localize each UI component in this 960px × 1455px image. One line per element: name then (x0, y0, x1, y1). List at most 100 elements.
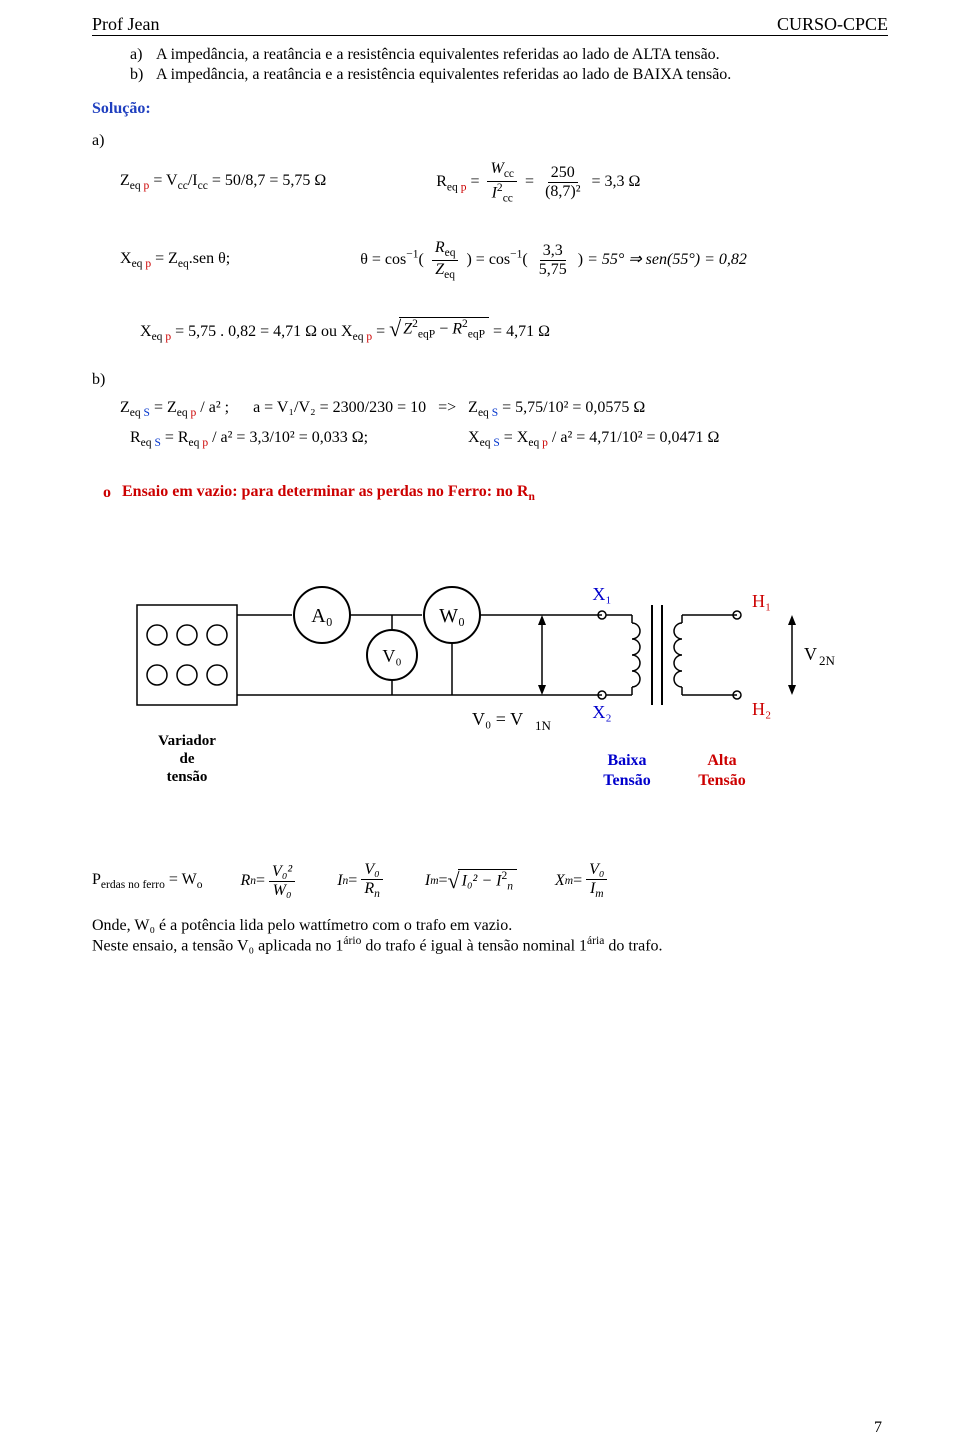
Im-sqrt: √ I₀² − I2n (448, 868, 517, 894)
b2-xsubP: eq (528, 437, 539, 449)
onde-l2b: do trafo é igual à tensão nominal 1 (361, 937, 587, 954)
b1-div: / a² ; (196, 399, 229, 416)
Xm-den-sub: m (595, 888, 603, 900)
zeq-mid: = 50/8,7 = 5,75 Ω (208, 172, 326, 189)
Im-eq: = (439, 872, 448, 890)
b1-adef: a = V₁/V₂ = 2300/230 = 10 => Z (233, 399, 478, 416)
xeq2-X: X (140, 323, 152, 340)
b2-div: / a² = 3,3/10² = 0,033 Ω; (208, 429, 368, 446)
Xm-sub: m (565, 875, 573, 887)
Xm-eq: = (573, 872, 582, 890)
zeq-vcc: cc (178, 181, 188, 193)
svg-text:Alta: Alta (707, 752, 736, 769)
onde-sup1: ário (343, 935, 361, 947)
xeq1-neg1: −1 (406, 249, 418, 261)
svg-text:W₀: W₀ (439, 605, 465, 627)
xeq1-tail: = 55° ⇒ sen(55°) = 0,82 (583, 251, 747, 268)
req-frac2: 250 (8,7)² (542, 164, 583, 200)
b2-eq: = R (161, 429, 189, 446)
Xm-frac: V₀ Im (586, 861, 607, 900)
onde-line2: Neste ensaio, a tensão V₀ aplicada no 1á… (92, 935, 888, 955)
eq-In: In = V₀ Rn (337, 861, 387, 900)
xeq1-fR-sub: eq (445, 247, 456, 259)
xeq1-rhs: θ = cos−1( Req Zeq ) = cos−1( 3,3 5,75 )… (360, 239, 747, 282)
solution-label: Solução: (92, 100, 888, 118)
Im-sqrt-body: I₀² − I2n (458, 869, 517, 893)
eq-Rn: Rn = V₀² W₀ (240, 863, 299, 899)
frac1-W: W (490, 160, 503, 177)
b2-tail: / a² = 4,71/10² = 0,0471 Ω (548, 429, 720, 446)
eq-xeq2: Xeq p = 5,75 . 0,82 = 4,71 Ω ou Xeq p = … (140, 316, 888, 343)
In-eq: = (348, 872, 357, 890)
perdas-sub2: o (197, 879, 203, 891)
b2-right: Xeq S = Xeq p / a² = 4,71/10² = 0,0471 Ω (468, 429, 719, 449)
eq-b-line1: Zeq S = Zeq p / a² ; a = V₁/V₂ = 2300/23… (120, 399, 888, 419)
bottom-equations: Perdas no ferro = Wo Rn = V₀² W₀ In = V₀… (92, 861, 888, 900)
xeq2-R: R (452, 320, 462, 337)
svg-text:Variador: Variador (158, 733, 216, 749)
svg-text:V₀ = V: V₀ = V (472, 709, 523, 729)
part-b-marker: b) (92, 371, 888, 389)
xeq1-frac: Req Zeq (432, 239, 459, 282)
xeq1-open2: ( (522, 251, 527, 268)
xeq1-theta: θ = (360, 251, 385, 268)
Rn-eq: = (256, 872, 265, 890)
zeq-sub-p: p (144, 181, 150, 193)
svg-text:V₀: V₀ (382, 646, 401, 666)
svg-text:tensão: tensão (167, 769, 208, 785)
req-rhs: Req p = Wcc I2cc = 250 (8,7)² = 3,3 Ω (436, 160, 640, 205)
xeq1-open: ( (418, 251, 423, 268)
svg-text:Baixa: Baixa (607, 752, 646, 769)
In-den-sub: n (374, 888, 380, 900)
b2-subS: eq (141, 437, 152, 449)
Im-inner: I₀² − I (462, 873, 502, 890)
xeq2-mid: = 5,75 . 0,82 = 4,71 Ω ou X (171, 323, 353, 340)
part-a-marker: a) (92, 132, 888, 150)
eq-perdas: Perdas no ferro = Wo (92, 871, 202, 891)
xeq2-sub: eq (152, 331, 163, 343)
svg-text:de: de (180, 751, 195, 767)
xeq1-fZ: Z (435, 261, 444, 278)
In-frac: V₀ Rn (361, 861, 383, 900)
frac2-num: 250 (548, 164, 578, 183)
ensaio-title-text: Ensaio em vazio: para determinar as perd… (122, 483, 528, 500)
zeq-eq1: = V (153, 172, 177, 189)
onde-sup2: ária (587, 935, 604, 947)
b1-subS3: eq (478, 407, 489, 419)
svg-text:A₀: A₀ (311, 605, 332, 627)
marker-b: b) (130, 66, 156, 84)
onde-paragraph: Onde, W₀ é a potência lida pelo wattímet… (92, 917, 888, 955)
svg-text:X₂: X₂ (592, 702, 611, 722)
xeq1-f2den: 5,75 (536, 261, 570, 279)
xeq1-eq2: = cos (472, 251, 510, 268)
svg-text:1N: 1N (535, 718, 552, 733)
xeq1-eqZ: = Z (151, 250, 178, 267)
Rn-frac: V₀² W₀ (269, 863, 295, 899)
xeq1-f2num: 3,3 (540, 242, 566, 261)
In-denR: R (364, 880, 374, 897)
onde-l2a: Neste ensaio, a tensão V₀ aplicada no 1 (92, 937, 343, 954)
ensaio-heading: o Ensaio em vazio: para determinar as pe… (92, 483, 888, 503)
statement-b-text: A impedância, a reatância e a resistênci… (156, 66, 731, 84)
zeq-lhs: Zeq p = Vcc/Icc = 50/8,7 = 5,75 Ω (120, 172, 326, 192)
frac1-I-sub: cc (503, 192, 513, 204)
perdas-eq: = W (165, 871, 197, 888)
b1-subP: eq (177, 407, 188, 419)
b2-subP: eq (189, 437, 200, 449)
b1-subS: eq (130, 407, 141, 419)
req-sub-eq: eq (447, 181, 458, 193)
Im-sub2: n (507, 881, 513, 893)
eq-xeq1: Xeq p = Zeq.sen θ; θ = cos−1( Req Zeq ) … (120, 239, 888, 282)
zeq-Z: Z (120, 172, 130, 189)
b1-Z: Z (120, 399, 130, 416)
xeq1-frac2: 3,3 5,75 (536, 242, 570, 278)
svg-text:2N: 2N (819, 653, 836, 668)
statement-b: b) A impedância, a reatância e a resistê… (130, 66, 888, 84)
Rn-den: W₀ (270, 882, 295, 900)
svg-text:V: V (804, 644, 817, 664)
xeq2-body: Xeq p = 5,75 . 0,82 = 4,71 Ω ou Xeq p = … (140, 316, 550, 343)
b1-tail: = 5,75/10² = 0,0575 Ω (498, 399, 645, 416)
header-right: CURSO-CPCE (777, 14, 888, 35)
xeq2-Z: Z (403, 320, 412, 337)
xeq1-zsub: eq (178, 258, 189, 270)
